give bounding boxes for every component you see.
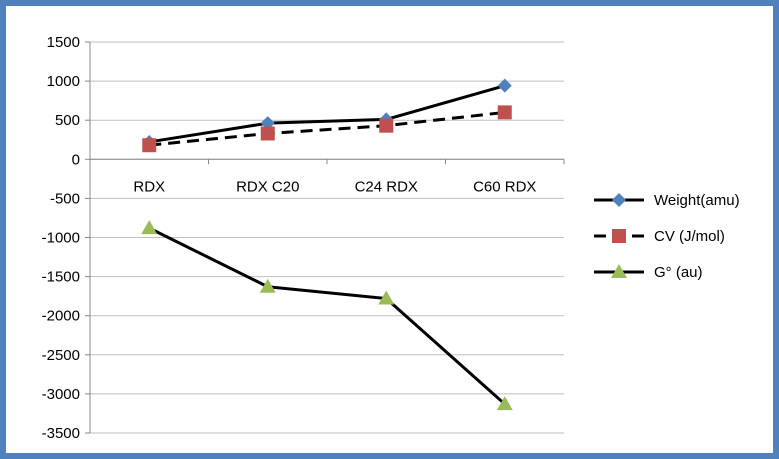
- data-point: [142, 138, 157, 153]
- y-tick-label: 1500: [47, 34, 80, 51]
- y-tick-label: 1000: [47, 73, 80, 90]
- y-tick-label: -2500: [42, 347, 80, 364]
- series-markers: [141, 78, 513, 411]
- data-point: [497, 105, 512, 120]
- gridlines: [90, 41, 564, 434]
- y-tick-label: -3500: [42, 425, 80, 442]
- data-point: [496, 396, 513, 411]
- y-tick-label: -2000: [42, 308, 80, 325]
- legend: Weight(amu) CV (J/mol) G° (au): [594, 192, 740, 281]
- legend-label: Weight(amu): [654, 192, 740, 209]
- legend-label: G° (au): [654, 264, 703, 281]
- series-line: [148, 226, 506, 406]
- y-tick-label: 500: [55, 112, 80, 129]
- x-tick-label: C60 RDX: [473, 178, 536, 195]
- y-tick-label: -1500: [42, 269, 80, 286]
- x-tick-label: RDX: [133, 178, 165, 195]
- y-tick-label: -500: [50, 190, 80, 207]
- data-point: [378, 290, 395, 305]
- series-line: [149, 110, 505, 147]
- legend-marker: [612, 193, 626, 207]
- x-tick-label: RDX C20: [236, 178, 299, 195]
- legend-marker: [611, 264, 627, 278]
- legend-marker: [612, 229, 626, 243]
- x-axis: RDX RDX C20 C24 RDX C60 RDX: [89, 158, 565, 195]
- data-point: [141, 220, 158, 235]
- x-tick-label: C24 RDX: [355, 178, 418, 195]
- legend-label: CV (J/mol): [654, 228, 725, 245]
- series-line: [149, 84, 506, 144]
- data-point: [379, 118, 394, 133]
- data-point: [260, 126, 275, 141]
- data-point: [497, 78, 512, 93]
- y-tick-label: 0: [72, 151, 80, 168]
- series-lines: [148, 84, 506, 406]
- data-point: [259, 278, 276, 293]
- y-tick-label: -3000: [42, 386, 80, 403]
- y-axis: 1500 1000 500 0 -500 -1000 -1500 -2000 -2500 -300…: [42, 34, 91, 442]
- y-tick-label: -1000: [42, 230, 80, 247]
